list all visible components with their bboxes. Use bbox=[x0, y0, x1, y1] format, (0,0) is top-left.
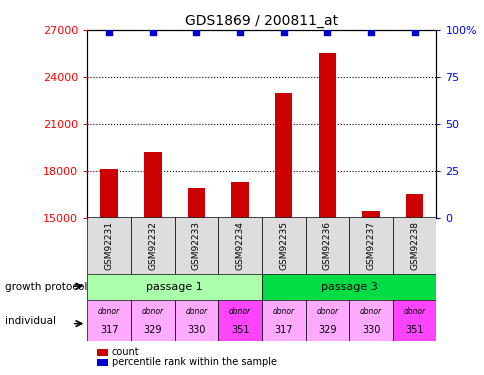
Text: individual: individual bbox=[5, 316, 56, 326]
Text: donor: donor bbox=[403, 307, 425, 316]
Text: donor: donor bbox=[228, 307, 251, 316]
Text: 330: 330 bbox=[187, 325, 205, 335]
Bar bbox=[348, 217, 392, 274]
Title: GDS1869 / 200811_at: GDS1869 / 200811_at bbox=[185, 13, 338, 28]
Bar bbox=[261, 274, 436, 300]
Text: percentile rank within the sample: percentile rank within the sample bbox=[111, 357, 276, 367]
Point bbox=[236, 29, 243, 35]
Bar bbox=[348, 300, 392, 341]
Text: count: count bbox=[111, 347, 139, 357]
Text: 351: 351 bbox=[230, 325, 249, 335]
Bar bbox=[131, 300, 174, 341]
Bar bbox=[261, 217, 305, 274]
Text: GSM92232: GSM92232 bbox=[148, 221, 157, 270]
Bar bbox=[362, 211, 379, 217]
Bar bbox=[392, 217, 436, 274]
Text: GSM92234: GSM92234 bbox=[235, 221, 244, 270]
Bar bbox=[87, 274, 261, 300]
Bar bbox=[218, 300, 261, 341]
Point bbox=[279, 29, 287, 35]
Text: 329: 329 bbox=[318, 325, 336, 335]
Bar bbox=[100, 169, 118, 217]
Bar bbox=[261, 300, 305, 341]
Text: growth protocol: growth protocol bbox=[5, 282, 87, 292]
Text: 329: 329 bbox=[143, 325, 162, 335]
Text: donor: donor bbox=[359, 307, 381, 316]
Bar bbox=[405, 194, 423, 217]
Point bbox=[105, 29, 113, 35]
Text: 317: 317 bbox=[274, 325, 292, 335]
Bar bbox=[87, 300, 131, 341]
Point bbox=[192, 29, 200, 35]
Text: donor: donor bbox=[98, 307, 120, 316]
Text: GSM92236: GSM92236 bbox=[322, 221, 331, 270]
Point bbox=[149, 29, 156, 35]
Bar bbox=[305, 300, 348, 341]
Text: 351: 351 bbox=[405, 325, 423, 335]
Text: passage 3: passage 3 bbox=[320, 282, 377, 292]
Text: donor: donor bbox=[272, 307, 294, 316]
Text: donor: donor bbox=[141, 307, 164, 316]
Bar bbox=[274, 93, 292, 218]
Bar bbox=[174, 300, 218, 341]
Text: donor: donor bbox=[316, 307, 338, 316]
Bar bbox=[174, 217, 218, 274]
Point bbox=[366, 29, 374, 35]
Bar bbox=[87, 217, 131, 274]
Bar bbox=[218, 217, 261, 274]
Bar bbox=[318, 54, 335, 217]
Text: 330: 330 bbox=[361, 325, 379, 335]
Text: donor: donor bbox=[185, 307, 207, 316]
Text: GSM92238: GSM92238 bbox=[409, 221, 418, 270]
Text: GSM92235: GSM92235 bbox=[279, 221, 287, 270]
Text: GSM92233: GSM92233 bbox=[192, 221, 200, 270]
Point bbox=[323, 29, 331, 35]
Bar bbox=[144, 152, 161, 217]
Bar bbox=[392, 300, 436, 341]
Bar bbox=[131, 217, 174, 274]
Text: passage 1: passage 1 bbox=[146, 282, 203, 292]
Text: GSM92231: GSM92231 bbox=[105, 221, 113, 270]
Text: GSM92237: GSM92237 bbox=[366, 221, 375, 270]
Point bbox=[410, 29, 418, 35]
Text: 317: 317 bbox=[100, 325, 118, 335]
Bar bbox=[231, 182, 248, 218]
Bar bbox=[187, 188, 205, 218]
Bar bbox=[305, 217, 348, 274]
